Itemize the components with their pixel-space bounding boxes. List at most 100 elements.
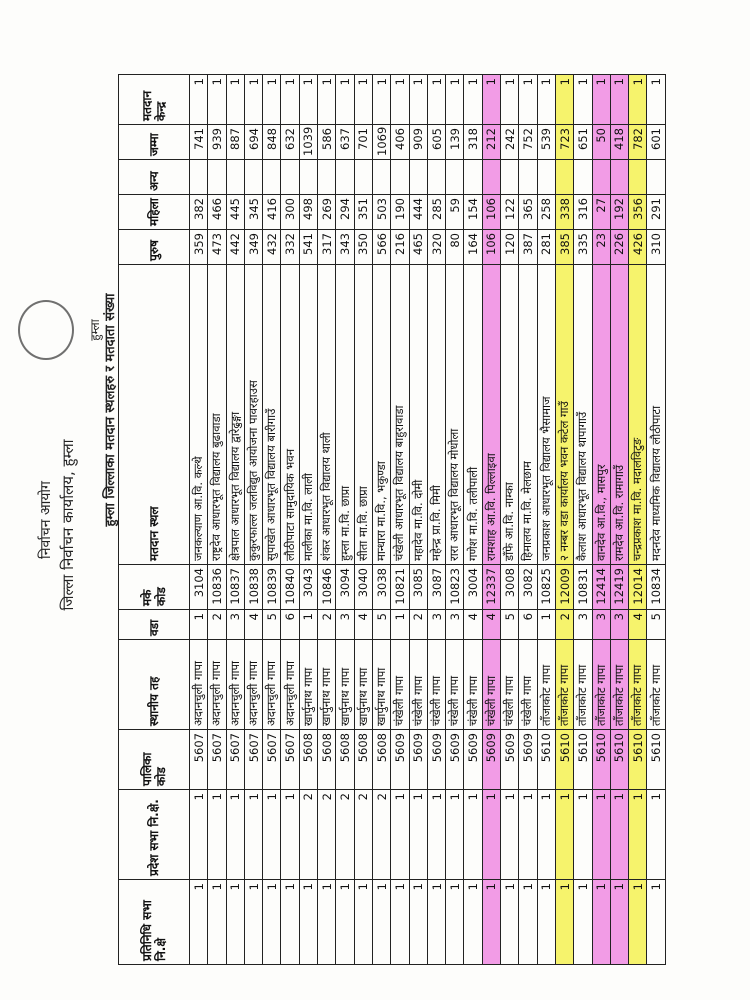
- table-cell: अदानचुली गापा: [226, 639, 245, 730]
- table-cell: 216: [390, 229, 410, 265]
- table-cell: 345: [244, 194, 263, 230]
- column-header: स्थानीय तह: [118, 639, 190, 730]
- table-cell: डाँफे आ.वि. नाम्का: [500, 264, 519, 565]
- table-cell: 1: [409, 879, 428, 965]
- column-header: मके कोड: [118, 564, 190, 610]
- table-cell: 1: [445, 789, 464, 880]
- table-cell: शंकर आधारभूत विद्यालय थाली: [317, 264, 336, 565]
- table-cell: 1: [189, 74, 208, 125]
- table-body: 1 1 5607 अदानचुली गापा 1 3104 जनकल्याण आ.वि. क…: [189, 74, 666, 965]
- table-cell: 1: [463, 74, 483, 125]
- table-cell: 5: [500, 609, 519, 640]
- table-cell: [409, 159, 428, 195]
- table-cell: कुकुरफाल्ल जलविद्युत आयोजना पावरहाउस: [244, 264, 263, 565]
- table-cell: 465: [409, 229, 428, 265]
- table-cell: 5610: [573, 729, 593, 790]
- table-cell: 294: [335, 194, 355, 230]
- table-cell: 1: [537, 609, 556, 640]
- table-cell: 10839: [262, 564, 281, 610]
- table-cell: 23: [592, 229, 611, 265]
- table-cell: 356: [628, 194, 647, 230]
- table-cell: [555, 159, 574, 195]
- table-cell: 50: [592, 124, 611, 160]
- table-cell: सुपाखेत आधारभूत विद्यालय बारीगाउँ: [262, 264, 281, 565]
- table-cell: चन्द्रप्रकाश मा.वि. मदालविटुङ: [628, 264, 647, 565]
- table-cell: 466: [207, 194, 227, 230]
- table-cell: 1: [445, 879, 464, 965]
- table-cell: 887: [226, 124, 245, 160]
- table-cell: 1: [390, 74, 410, 125]
- table-cell: महेन्द्र प्रा.वि. मिमी: [427, 264, 446, 565]
- table-cell: सीता मा.वि. छाप्रा: [354, 264, 373, 565]
- table-cell: 310: [646, 229, 666, 265]
- table-cell: 1: [427, 74, 446, 125]
- table-cell: 5609: [390, 729, 410, 790]
- table-cell: 3094: [335, 564, 355, 610]
- table-cell: 10834: [646, 564, 666, 610]
- table-cell: 4: [463, 609, 483, 640]
- table-cell: 1: [409, 789, 428, 880]
- table-cell: 1: [390, 609, 410, 640]
- table-cell: 1: [646, 74, 666, 125]
- table-row: 1 1 5607 अदानचुली गापा 6 10840 लौठीपाटा सामुदा…: [280, 74, 300, 965]
- table-row: 1 2 5608 खार्पुनाथ गापा 2 10846 शंकर आधारभूत व…: [317, 74, 336, 965]
- table-cell: 5607: [207, 729, 227, 790]
- table-cell: 335: [573, 229, 593, 265]
- table-cell: 5607: [226, 729, 245, 790]
- table-cell: 154: [463, 194, 483, 230]
- table-cell: 6: [518, 609, 538, 640]
- table-cell: 5610: [592, 729, 611, 790]
- table-cell: 5607: [189, 729, 208, 790]
- table-cell: [500, 159, 519, 195]
- table-cell: 139: [445, 124, 464, 160]
- table-cell: [482, 159, 501, 195]
- table-cell: 1: [226, 74, 245, 125]
- table-cell: 5610: [646, 729, 666, 790]
- table-cell: 10821: [390, 564, 410, 610]
- table-row: 1 1 5609 चंखेली गापा 3 3087 महेन्द्र प्रा.वि. …: [427, 74, 446, 965]
- table-cell: 269: [317, 194, 336, 230]
- table-cell: 4: [482, 609, 501, 640]
- table-cell: 3: [610, 609, 629, 640]
- table-cell: 848: [262, 124, 281, 160]
- table-cell: 1: [628, 789, 647, 880]
- table-row: 1 1 5610 ताँजाकोट गापा 1 10825 जनप्रकाश आधारभू…: [537, 74, 556, 965]
- table-cell: 3008: [500, 564, 519, 610]
- table-cell: 1: [262, 74, 281, 125]
- table-cell: 10836: [207, 564, 227, 610]
- table-cell: 320: [427, 229, 446, 265]
- table-cell: 10846: [317, 564, 336, 610]
- column-header: प्रतिनिधि सभा नि.क्षे: [118, 879, 190, 965]
- table-cell: 601: [646, 124, 666, 160]
- table-cell: रारा आधारभूत विद्यालय मोधोला: [445, 264, 464, 565]
- table-cell: 1: [482, 879, 501, 965]
- table-cell: जनकल्याण आ.वि. कल्थे: [189, 264, 208, 565]
- table-cell: 1: [500, 74, 519, 125]
- table-cell: 1: [592, 879, 611, 965]
- table-cell: 2: [372, 789, 391, 880]
- table-cell: चंखेली गापा: [409, 639, 428, 730]
- table-cell: 1: [537, 789, 556, 880]
- table-cell: 5607: [244, 729, 263, 790]
- table-cell: 3082: [518, 564, 538, 610]
- table-cell: [628, 159, 647, 195]
- table-cell: 5610: [628, 729, 647, 790]
- table-cell: 27: [592, 194, 611, 230]
- table-cell: 1: [335, 879, 355, 965]
- table-cell: 1: [573, 789, 593, 880]
- polling-table: प्रतिनिधि सभा नि.क्षे प्रदेश सभा नि.क्षे.…: [118, 74, 666, 965]
- table-cell: हिमालय मा.वि. मेलछाम: [518, 264, 538, 565]
- table-cell: 5609: [445, 729, 464, 790]
- table-cell: 632: [280, 124, 300, 160]
- table-cell: 1: [445, 74, 464, 125]
- table-cell: 416: [262, 194, 281, 230]
- table-cell: 605: [427, 124, 446, 160]
- table-cell: अदानचुली गापा: [207, 639, 227, 730]
- table-cell: 300: [280, 194, 300, 230]
- table-cell: 106: [482, 194, 501, 230]
- table-cell: 106: [482, 229, 501, 265]
- table-cell: 1: [610, 879, 629, 965]
- table-cell: [280, 159, 300, 195]
- table-cell: 1: [555, 74, 574, 125]
- table-cell: अदानचुली गापा: [189, 639, 208, 730]
